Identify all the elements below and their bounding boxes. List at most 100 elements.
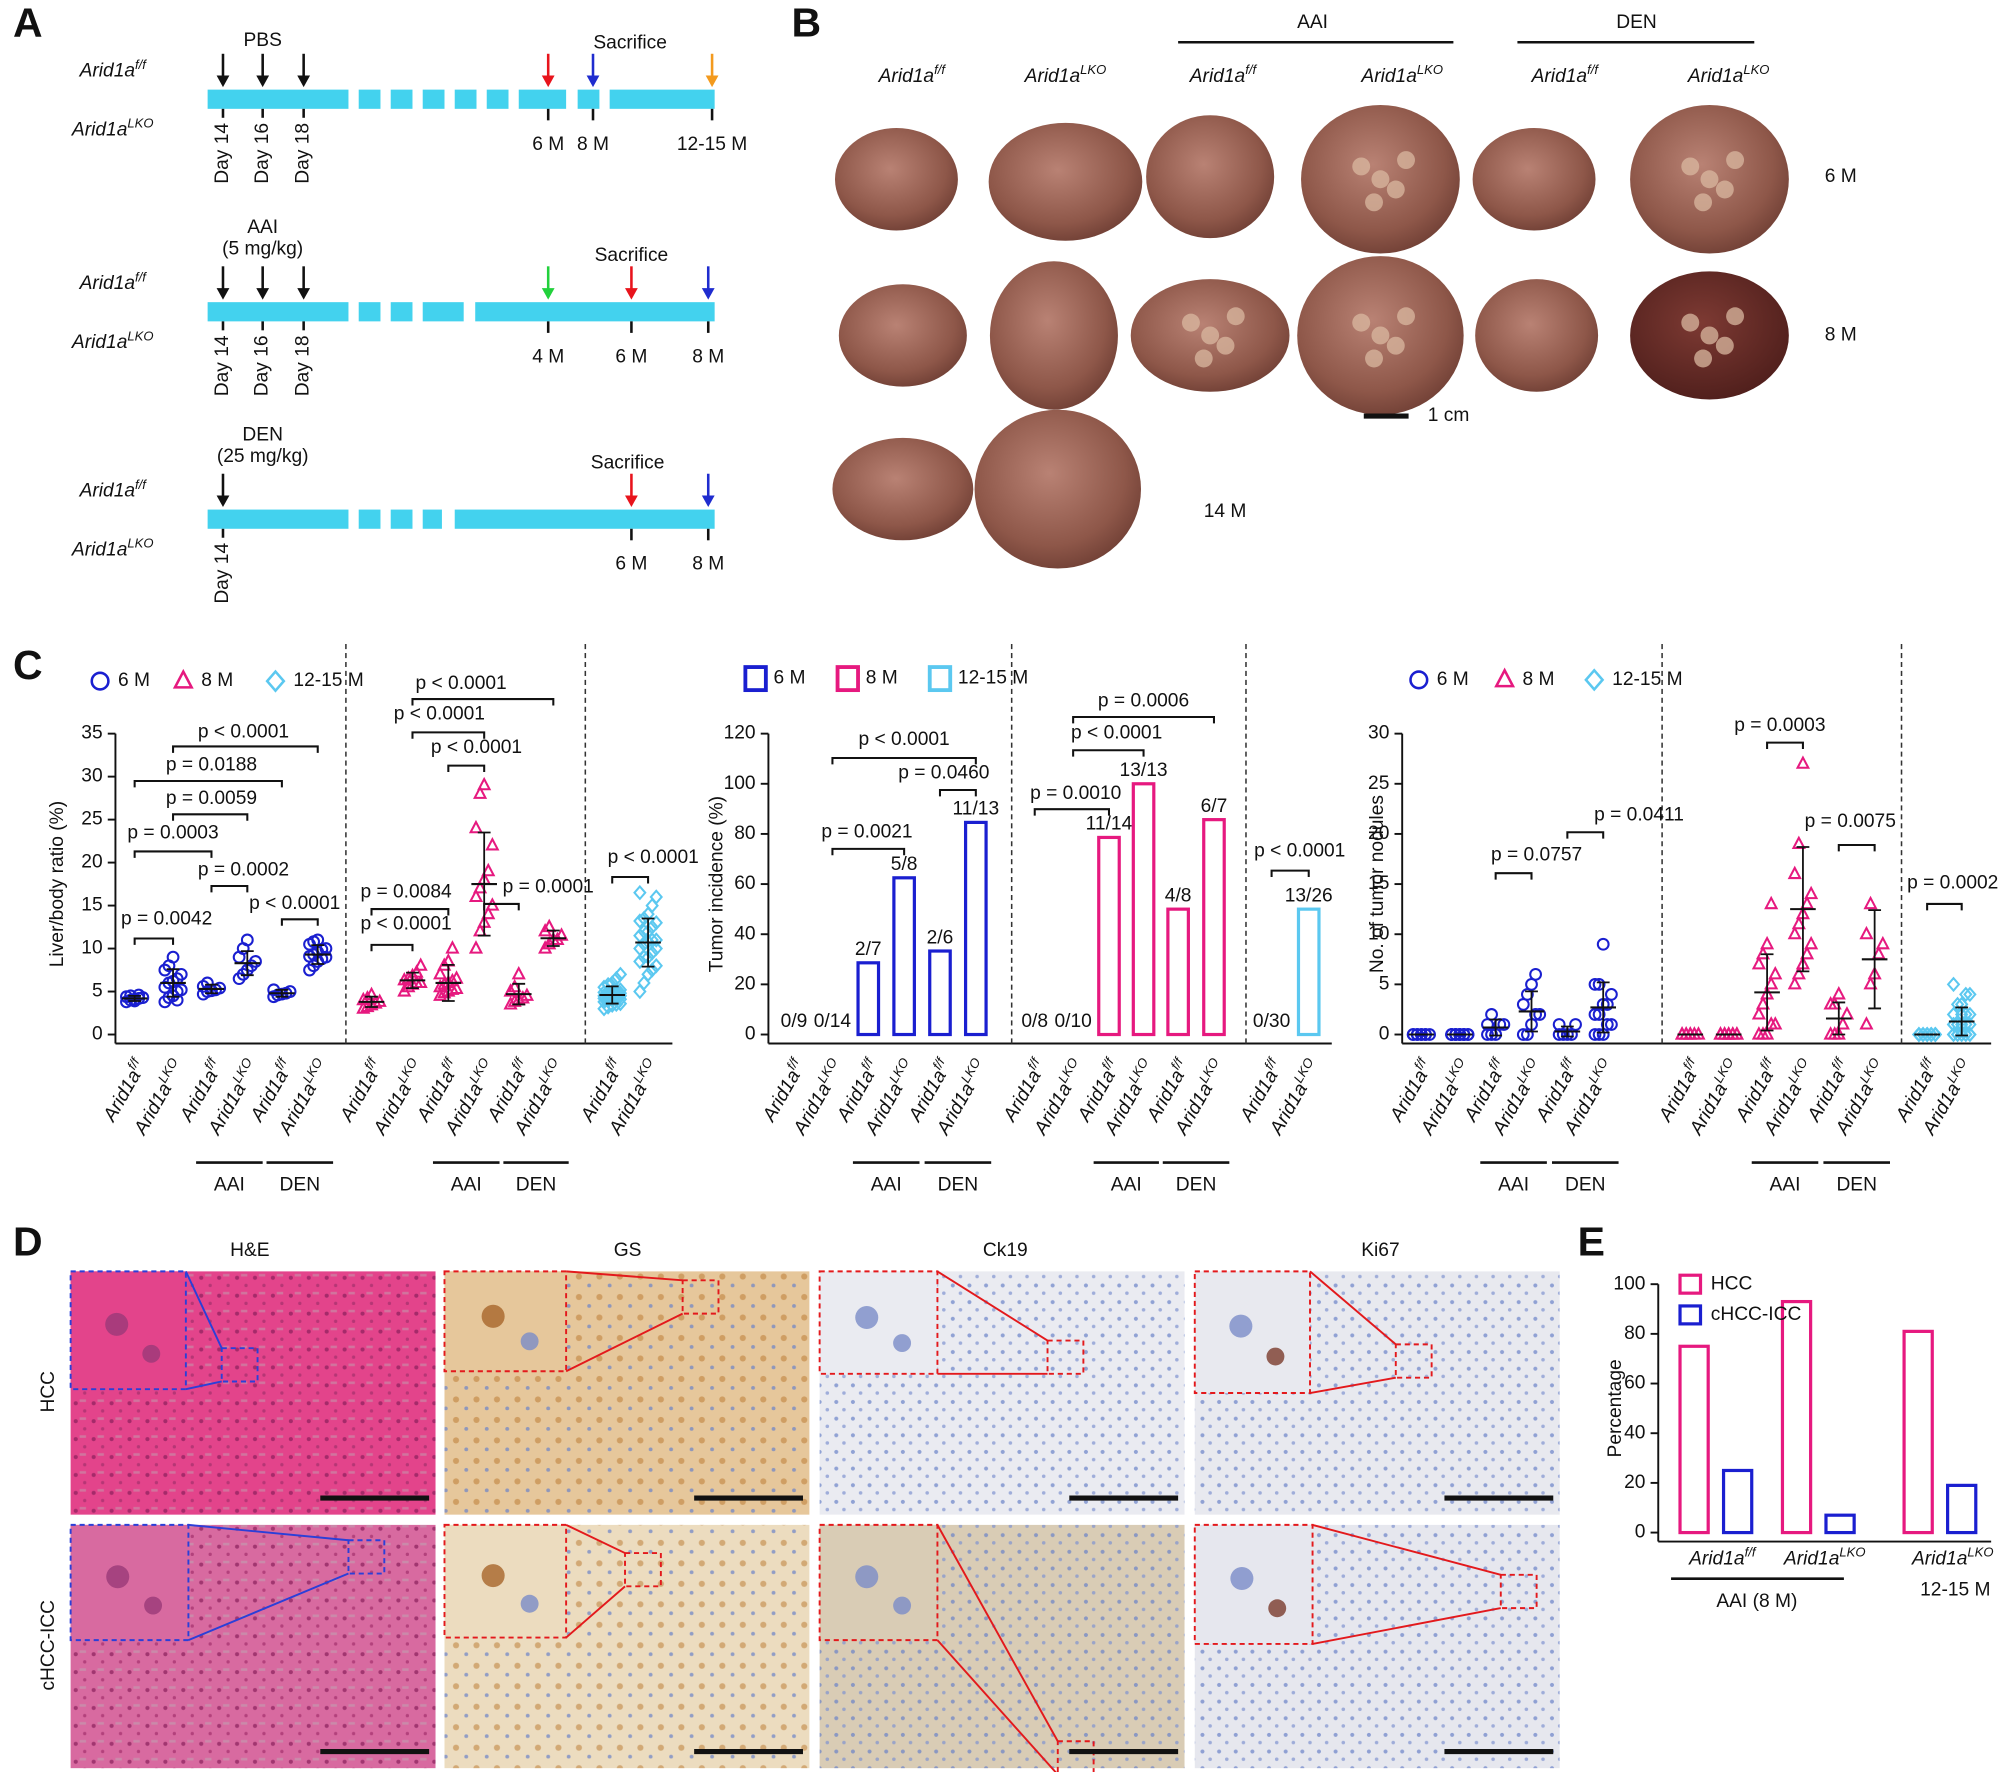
legend-label: 8 M <box>866 668 898 689</box>
y-tick-label: 30 <box>1368 723 1389 744</box>
timeline-bar <box>390 302 413 322</box>
tumor-nodule <box>1700 170 1719 189</box>
data-point <box>1963 1026 1977 1043</box>
timeline-bar <box>390 509 413 529</box>
y-tick-label: 0 <box>745 1024 756 1045</box>
significance-bracket <box>133 850 213 858</box>
y-axis-label: No. of tumor nodules <box>1367 795 1388 973</box>
data-point <box>1963 986 1977 1003</box>
row-label: cHCC-ICC <box>38 1600 59 1691</box>
value-label: 0/30 <box>1253 1011 1290 1032</box>
genotype-label-sup: LKO <box>127 329 153 344</box>
bar <box>1780 1299 1813 1535</box>
data-point <box>1928 1026 1943 1043</box>
timeline-bar <box>475 302 715 322</box>
genotype-label-base: Arid1a <box>71 120 128 141</box>
data-point <box>515 990 530 1004</box>
event-label: Sacrifice <box>591 453 665 474</box>
legend-marker <box>1678 1304 1703 1326</box>
data-point <box>1787 925 1802 940</box>
bar <box>1721 1468 1754 1535</box>
error-bar <box>311 944 325 965</box>
arrow-head <box>541 75 555 88</box>
data-point <box>485 837 500 851</box>
error-bar <box>1868 909 1882 1010</box>
y-tick-label: 25 <box>81 809 102 830</box>
data-point <box>249 955 262 968</box>
p-value: p = 0.0059 <box>166 788 257 809</box>
data-point <box>1755 945 1771 960</box>
genotype-label: Arid1aLKO <box>71 116 154 141</box>
zoom-line <box>1309 1270 1397 1346</box>
p-value: p < 0.0001 <box>249 893 340 914</box>
data-point <box>481 905 496 920</box>
p-value: p = 0.0006 <box>1098 691 1189 712</box>
data-point <box>1529 1008 1543 1021</box>
genotype-label-sup: LKO <box>127 116 153 131</box>
p-value: p = 0.0003 <box>127 823 218 844</box>
data-point <box>1683 1026 1698 1040</box>
data-point <box>1604 988 1618 1001</box>
arrow-head <box>705 75 719 88</box>
p-value: p < 0.0001 <box>1254 841 1345 862</box>
column-label-base: Arid1a <box>1024 66 1081 87</box>
significance-bracket <box>210 884 249 893</box>
timeline-bar <box>577 89 600 109</box>
inset-image <box>69 1270 187 1391</box>
inset-image <box>818 1270 939 1375</box>
tumor-nodule <box>1352 157 1371 176</box>
tumor-nodule <box>1371 170 1390 189</box>
significance-bracket <box>1270 869 1310 878</box>
p-value: p = 0.0084 <box>360 881 452 902</box>
treatment-header: AAI <box>1297 12 1328 33</box>
y-tick-label: 60 <box>734 873 755 894</box>
legend-label: 6 M <box>774 668 806 689</box>
bar <box>963 820 988 1037</box>
column-label: Arid1aLKO <box>1360 62 1443 87</box>
treatment-label: (5 mg/kg) <box>222 239 303 260</box>
y-tick-label: 35 <box>81 723 102 744</box>
data-point <box>1764 975 1779 990</box>
column-label-base: Arid1a <box>1360 66 1417 87</box>
significance-bracket <box>133 779 283 788</box>
data-point <box>1588 1008 1602 1021</box>
bar <box>1097 835 1121 1037</box>
p-value: p < 0.0001 <box>859 729 950 750</box>
legend-label: 12-15 M <box>958 668 1028 689</box>
significance-bracket <box>411 731 486 739</box>
significance-bracket <box>1566 831 1605 839</box>
timeline-bar <box>422 89 445 109</box>
genotype-label: Arid1aLKO <box>71 536 154 561</box>
zoom-line <box>1312 1523 1502 1576</box>
data-point <box>1552 1018 1566 1031</box>
data-point <box>1569 1018 1582 1031</box>
y-tick-label: 30 <box>81 766 102 787</box>
arrow-head <box>541 288 555 300</box>
significance-bracket <box>938 788 977 797</box>
x-tick-label-sup: LKO <box>1839 1545 1865 1560</box>
inset-cell <box>893 1596 912 1615</box>
bar <box>1946 1483 1978 1535</box>
row-label: HCC <box>38 1371 59 1413</box>
bar <box>1296 907 1321 1037</box>
liver-photo <box>989 261 1118 410</box>
column-label: Arid1af/f <box>1531 62 1600 87</box>
value-label: 2/6 <box>927 927 954 948</box>
day-label: Day 14 <box>212 123 233 184</box>
data-point <box>511 965 526 980</box>
p-value: p < 0.0001 <box>1071 723 1162 744</box>
day-label: Day 14 <box>212 335 233 396</box>
x-tick-label: Arid1af/f <box>1688 1545 1757 1570</box>
zoom-box <box>1394 1343 1433 1379</box>
p-value: p < 0.0001 <box>394 704 485 725</box>
data-point <box>633 884 647 901</box>
column-label: Arid1aLKO <box>1687 62 1770 87</box>
legend-marker <box>172 668 194 689</box>
tumor-nodule <box>1397 307 1415 326</box>
p-value: p = 0.0002 <box>1907 873 1998 894</box>
panel-label: E <box>1578 1218 1605 1264</box>
timeline-bar <box>358 509 381 529</box>
data-point <box>1764 895 1779 910</box>
legend-label: 8 M <box>201 670 233 691</box>
column-label-base: Arid1a <box>1687 66 1744 87</box>
